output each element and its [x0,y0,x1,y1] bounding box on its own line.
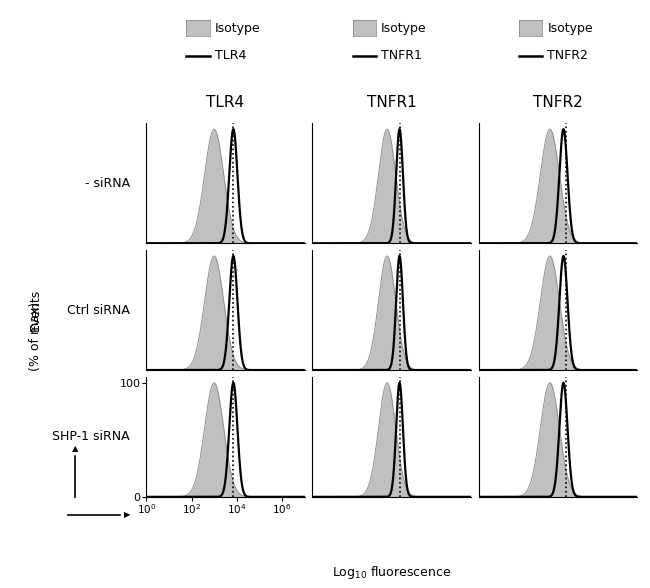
Text: TNFR1: TNFR1 [367,95,417,110]
Text: TLR4: TLR4 [215,49,246,62]
Text: TNFR2: TNFR2 [547,49,588,62]
Text: Events: Events [29,289,42,331]
Text: Isotype: Isotype [215,22,261,35]
Text: TNFR1: TNFR1 [381,49,422,62]
Text: ▶: ▶ [124,510,130,519]
Text: Isotype: Isotype [381,22,427,35]
Text: TNFR2: TNFR2 [533,95,582,110]
Text: ▲: ▲ [72,444,78,453]
Text: - siRNA: - siRNA [85,177,130,190]
Text: Log$_{10}$ fluorescence: Log$_{10}$ fluorescence [332,564,451,581]
Text: Isotype: Isotype [547,22,593,35]
Text: SHP-1 siRNA: SHP-1 siRNA [53,430,130,443]
Text: TLR4: TLR4 [207,95,244,110]
Text: Ctrl siRNA: Ctrl siRNA [67,303,130,317]
Text: (% of max): (% of max) [29,302,42,371]
